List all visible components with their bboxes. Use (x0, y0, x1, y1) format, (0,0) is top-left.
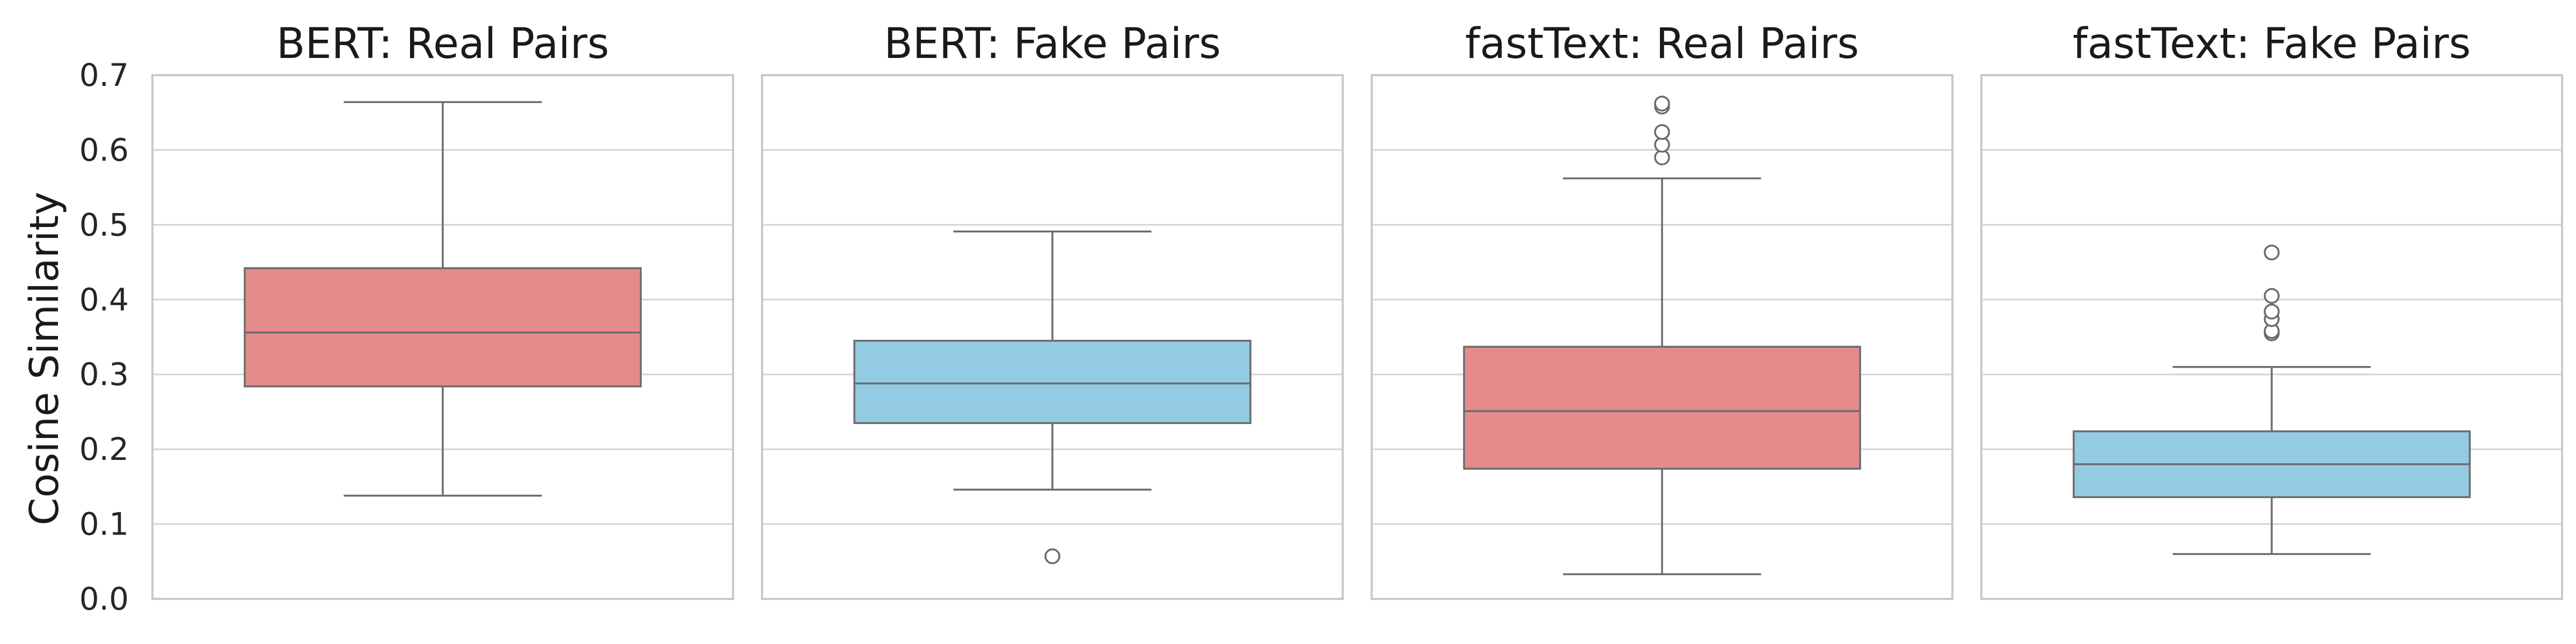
y-tick-label: 0.1 (79, 506, 129, 543)
outlier-point (1044, 548, 1060, 565)
outlier-point (2264, 303, 2280, 320)
outlier-point (2264, 288, 2280, 304)
panels: BERT: Real Pairs BERT: Fake Pairs fastText… (151, 20, 2563, 600)
y-tick-label: 0.3 (79, 356, 129, 393)
y-tick-label: 0.2 (79, 431, 129, 467)
y-tick-label: 0.4 (79, 281, 129, 318)
panel-1: BERT: Real Pairs (151, 20, 734, 600)
iqr-box (244, 267, 642, 387)
y-tick-labels: 0.0 0.1 0.2 0.3 0.4 0.5 0.6 0.7 (79, 57, 129, 617)
iqr-box (1463, 346, 1861, 470)
iqr-box (853, 340, 1252, 425)
y-tick-label: 0.0 (79, 581, 129, 617)
panel-frame (1980, 74, 2563, 600)
panel-3: fastText: Real Pairs (1371, 20, 1953, 600)
outlier-point (1654, 124, 1670, 140)
y-tick-label: 0.6 (79, 131, 129, 168)
panel-frame (1371, 74, 1953, 600)
panel-2: BERT: Fake Pairs (761, 20, 1344, 600)
y-tick-label: 0.7 (79, 57, 129, 93)
y-tick-label: 0.5 (79, 207, 129, 243)
panel-title: BERT: Real Pairs (276, 20, 609, 68)
panel-title: fastText: Fake Pairs (2073, 20, 2471, 68)
panel-title: BERT: Fake Pairs (884, 20, 1221, 68)
panel-4: fastText: Fake Pairs (1980, 20, 2563, 600)
panel-frame (151, 74, 734, 600)
panel-title: fastText: Real Pairs (1465, 20, 1859, 68)
outlier-point (1654, 96, 1670, 112)
outlier-point (2264, 244, 2280, 261)
y-axis-label: Cosine Similarity (21, 192, 68, 525)
panel-frame (761, 74, 1344, 600)
